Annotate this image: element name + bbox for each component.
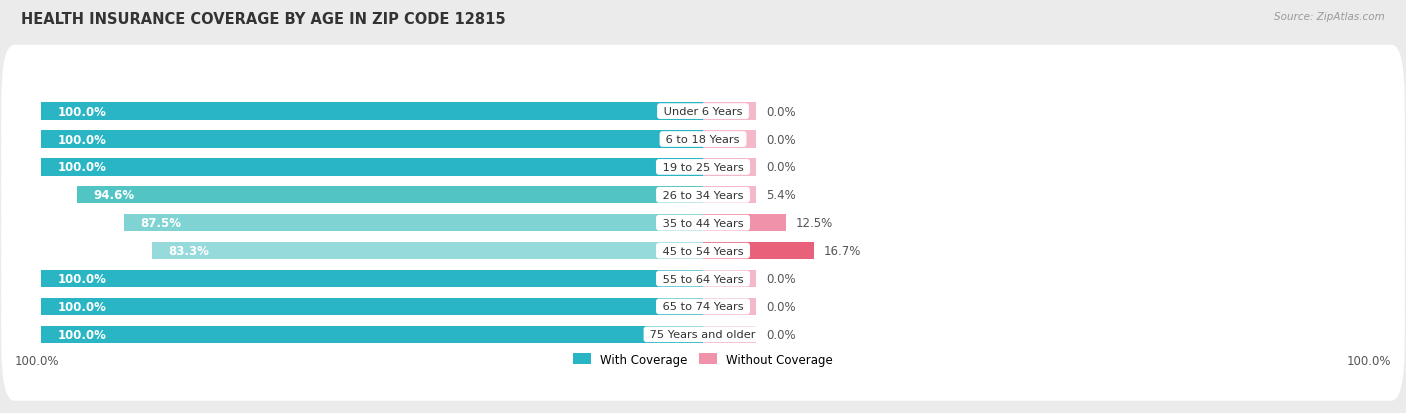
Text: 100.0%: 100.0%	[58, 105, 107, 118]
FancyBboxPatch shape	[1, 157, 1405, 290]
FancyBboxPatch shape	[1, 101, 1405, 234]
Bar	[703, 242, 814, 260]
Bar	[703, 298, 756, 315]
Text: 100.0%: 100.0%	[58, 272, 107, 285]
Text: 6 to 18 Years: 6 to 18 Years	[662, 135, 744, 145]
Text: 35 to 44 Years: 35 to 44 Years	[659, 218, 747, 228]
Text: 100.0%: 100.0%	[14, 354, 59, 368]
Bar	[703, 159, 756, 176]
Bar	[703, 270, 756, 287]
Text: 87.5%: 87.5%	[141, 217, 181, 230]
Bar	[152, 242, 703, 260]
FancyBboxPatch shape	[1, 268, 1405, 401]
Text: 100.0%: 100.0%	[58, 300, 107, 313]
Text: 12.5%: 12.5%	[796, 217, 832, 230]
FancyBboxPatch shape	[1, 74, 1405, 206]
Bar	[703, 187, 756, 204]
Bar	[703, 131, 756, 148]
Text: 100.0%: 100.0%	[58, 328, 107, 341]
Bar	[124, 214, 703, 232]
Text: 16.7%: 16.7%	[824, 244, 860, 257]
Bar	[703, 326, 756, 343]
FancyBboxPatch shape	[1, 213, 1405, 345]
Text: 0.0%: 0.0%	[766, 133, 796, 146]
Text: 0.0%: 0.0%	[766, 300, 796, 313]
Bar	[703, 103, 756, 121]
Text: 55 to 64 Years: 55 to 64 Years	[659, 274, 747, 284]
Text: 0.0%: 0.0%	[766, 105, 796, 118]
Text: 100.0%: 100.0%	[58, 161, 107, 174]
Text: 94.6%: 94.6%	[93, 189, 135, 202]
Text: 83.3%: 83.3%	[169, 244, 209, 257]
Legend: With Coverage, Without Coverage: With Coverage, Without Coverage	[568, 348, 838, 370]
FancyBboxPatch shape	[1, 129, 1405, 261]
Bar	[703, 214, 786, 232]
Bar	[41, 270, 703, 287]
Bar	[41, 298, 703, 315]
Text: Under 6 Years: Under 6 Years	[659, 107, 747, 117]
Text: Source: ZipAtlas.com: Source: ZipAtlas.com	[1274, 12, 1385, 22]
Text: 26 to 34 Years: 26 to 34 Years	[659, 190, 747, 200]
FancyBboxPatch shape	[1, 185, 1405, 317]
Text: 5.4%: 5.4%	[766, 189, 796, 202]
Text: 19 to 25 Years: 19 to 25 Years	[659, 162, 747, 173]
Text: 75 Years and older: 75 Years and older	[647, 330, 759, 339]
Text: 0.0%: 0.0%	[766, 272, 796, 285]
Text: 65 to 74 Years: 65 to 74 Years	[659, 301, 747, 312]
Bar	[77, 187, 703, 204]
Text: HEALTH INSURANCE COVERAGE BY AGE IN ZIP CODE 12815: HEALTH INSURANCE COVERAGE BY AGE IN ZIP …	[21, 12, 506, 27]
Text: 100.0%: 100.0%	[1347, 354, 1392, 368]
Bar	[41, 326, 703, 343]
Text: 100.0%: 100.0%	[58, 133, 107, 146]
Bar	[41, 103, 703, 121]
Text: 45 to 54 Years: 45 to 54 Years	[659, 246, 747, 256]
FancyBboxPatch shape	[1, 240, 1405, 373]
FancyBboxPatch shape	[1, 45, 1405, 178]
Text: 0.0%: 0.0%	[766, 328, 796, 341]
Bar	[41, 131, 703, 148]
Bar	[41, 159, 703, 176]
Text: 0.0%: 0.0%	[766, 161, 796, 174]
